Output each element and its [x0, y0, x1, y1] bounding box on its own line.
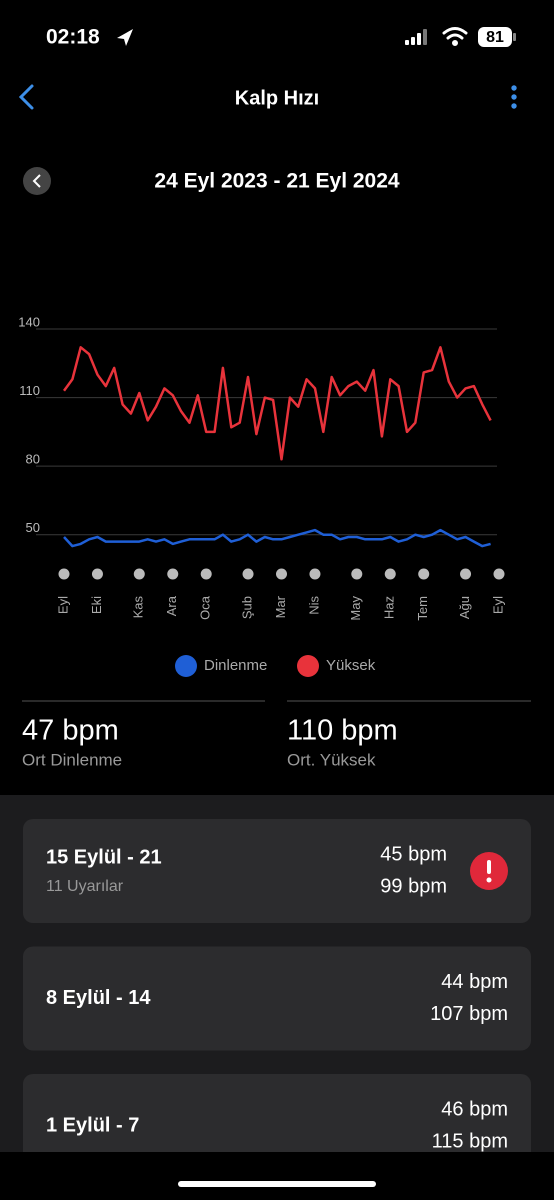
- week-value: 46 bpm: [441, 1098, 508, 1120]
- signal-icon: [405, 29, 427, 45]
- x-tick-label: Mar: [273, 595, 288, 618]
- x-tick-label: Oca: [198, 595, 213, 620]
- y-tick-label: 50: [26, 520, 40, 535]
- more-button[interactable]: [511, 85, 517, 109]
- x-tick-label: Nis: [306, 596, 321, 615]
- series-line: [63, 528, 491, 548]
- prev-range-chevron: [32, 174, 41, 188]
- prev-range-button[interactable]: [23, 167, 51, 195]
- week-value: 99 bpm: [380, 875, 447, 897]
- x-tick-label: Tem: [415, 596, 430, 621]
- back-button[interactable]: [18, 84, 34, 110]
- location-icon: [117, 29, 133, 46]
- legend-label: Dinlenme: [204, 657, 267, 674]
- x-tick-dot: [493, 568, 505, 580]
- home-bar-area: [0, 1152, 554, 1200]
- legend-swatch: [175, 655, 197, 677]
- x-tick-label: Kas: [131, 596, 146, 619]
- week-title: 8 Eylül - 14: [46, 987, 151, 1009]
- week-title: 1 Eylül - 7: [46, 1114, 139, 1136]
- battery-cap: [513, 33, 516, 41]
- week-title: 15 Eylül - 21: [46, 846, 162, 868]
- x-tick-dot: [309, 568, 321, 580]
- x-tick-dot: [351, 568, 363, 580]
- week-subtitle: 11 Uyarılar: [46, 878, 124, 895]
- series-line: [62, 346, 492, 461]
- x-tick-label: Eki: [89, 596, 104, 614]
- stat-label: Ort Dinlenme: [22, 750, 122, 769]
- x-tick-dot: [133, 568, 145, 580]
- y-tick-label: 80: [26, 452, 40, 467]
- x-tick-label: Ağu: [457, 596, 472, 619]
- home-indicator: [178, 1181, 376, 1187]
- x-tick-label: Şub: [239, 596, 254, 619]
- battery-icon: [478, 27, 512, 47]
- week-value: 44 bpm: [441, 971, 508, 993]
- week-value: 115 bpm: [432, 1130, 508, 1152]
- x-tick-dot: [58, 568, 70, 580]
- x-tick-dot: [91, 568, 103, 580]
- page-title: Kalp Hızı: [235, 87, 319, 109]
- stat-value: 47 bpm: [22, 715, 119, 747]
- x-tick-dot: [460, 568, 472, 580]
- x-tick-label: Ara: [164, 595, 179, 616]
- y-tick-label: 110: [19, 383, 40, 398]
- x-tick-label: May: [348, 596, 363, 621]
- week-value: 45 bpm: [380, 843, 447, 865]
- x-tick-label: Haz: [382, 596, 397, 619]
- x-tick-dot: [167, 568, 179, 580]
- status-time: 02:18: [46, 26, 100, 49]
- week-card[interactable]: [23, 819, 531, 923]
- alert-dot: [486, 877, 492, 883]
- wifi-icon: [442, 27, 468, 46]
- y-tick-label: 140: [18, 314, 40, 329]
- x-tick-dot: [418, 568, 430, 580]
- legend-label: Yüksek: [326, 657, 376, 674]
- week-card[interactable]: [23, 946, 531, 1051]
- x-tick-label: Eyl: [490, 596, 505, 614]
- battery-level: 81: [486, 29, 504, 46]
- x-tick-dot: [384, 568, 396, 580]
- x-tick-dot: [242, 568, 254, 580]
- week-value: 107 bpm: [430, 1003, 508, 1025]
- alert-mark: [487, 860, 491, 874]
- stat-value: 110 bpm: [287, 715, 398, 747]
- legend-swatch: [297, 655, 319, 677]
- x-tick-dot: [276, 568, 287, 580]
- date-range: 24 Eyl 2023 - 21 Eyl 2024: [154, 170, 400, 193]
- x-tick-dot: [200, 568, 212, 580]
- stat-label: Ort. Yüksek: [287, 750, 376, 769]
- x-tick-label: Eyl: [55, 596, 70, 614]
